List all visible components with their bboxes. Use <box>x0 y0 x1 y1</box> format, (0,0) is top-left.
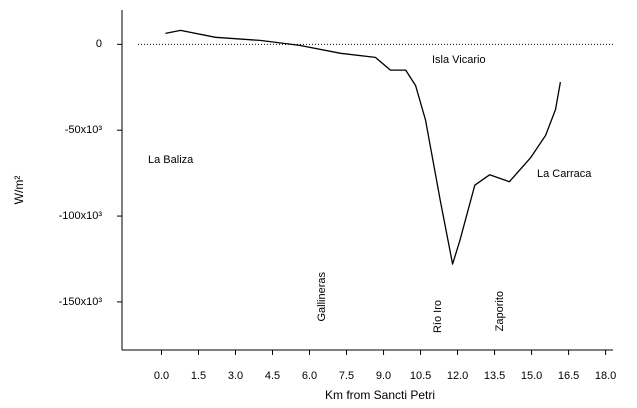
annotation: Isla Vicario <box>432 54 486 66</box>
x-tick-label: 6.0 <box>302 370 317 382</box>
annotation: Río Iro <box>432 300 444 333</box>
line-series <box>165 29 562 265</box>
x-tick-label: 10.5 <box>410 370 431 382</box>
x-tick-label: 15.0 <box>521 370 542 382</box>
annotation: Zaporito <box>494 291 506 331</box>
y-axis-label: W/m² <box>12 176 26 205</box>
x-tick-label: 0.0 <box>154 370 169 382</box>
y-tick-label: -150x10³ <box>59 296 103 308</box>
x-tick-label: 4.5 <box>265 370 280 382</box>
x-tick-label: 1.5 <box>191 370 206 382</box>
y-tick-label: -100x10³ <box>59 210 103 222</box>
x-tick-label: 3.0 <box>228 370 243 382</box>
x-tick-label: 16.5 <box>558 370 579 382</box>
x-axis-label: Km from Sancti Petri <box>325 388 435 402</box>
x-tick-label: 12.0 <box>447 370 468 382</box>
y-tick-label: -50x10³ <box>65 124 103 136</box>
annotation: Gallineras <box>316 272 328 322</box>
x-tick-label: 18.0 <box>595 370 616 382</box>
annotation: La Carraca <box>537 168 592 180</box>
x-tick-label: 9.0 <box>376 370 391 382</box>
y-tick-label: 0 <box>96 38 102 50</box>
x-tick-label: 7.5 <box>339 370 354 382</box>
x-tick-label: 13.5 <box>484 370 505 382</box>
annotation: La Baliza <box>148 154 194 166</box>
